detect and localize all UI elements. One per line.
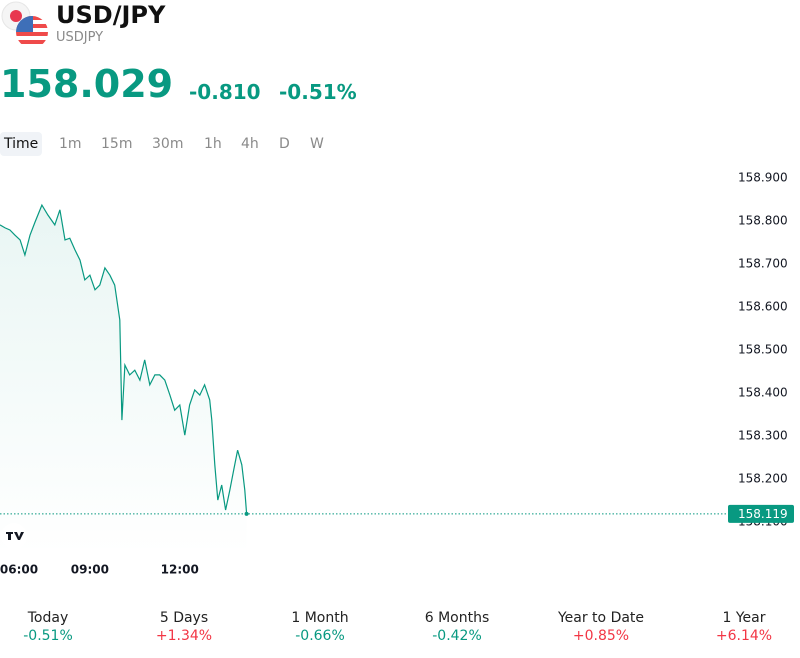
period: Year to Date <box>557 610 645 626</box>
x-tick-label: 12:00 <box>161 563 199 577</box>
performance-item[interactable]: Year to Date +0.85% <box>536 610 666 644</box>
performance-item[interactable]: 6 Months -0.42% <box>392 610 522 644</box>
line <box>0 203 248 514</box>
period-change: +1.34% <box>155 628 213 644</box>
period: 6 Months <box>424 610 490 626</box>
flags <box>1 1 48 48</box>
x-tick-label: 06:00 <box>0 563 38 577</box>
last-value-tag <box>728 504 794 523</box>
y-tick-label: 158.800 <box>738 214 788 228</box>
y-tick-label: 158.500 <box>738 343 788 357</box>
y-tick-label: 158.900 <box>738 171 788 185</box>
period: 1 Month <box>291 610 349 626</box>
change-percent: -0.51% <box>279 80 357 104</box>
tab[interactable]: 1h <box>204 136 222 152</box>
period-change: -0.51% <box>23 628 73 644</box>
last-value-label: 158.119 <box>738 507 788 521</box>
period: 1 Year <box>722 610 766 626</box>
chart: 158.100158.200158.300158.400158.500158.6… <box>0 171 794 577</box>
tab[interactable]: 30m <box>152 136 184 152</box>
performance-item[interactable]: Today -0.51% <box>0 610 113 644</box>
tab[interactable]: 1m <box>59 136 82 152</box>
title: USD/JPY <box>56 1 166 29</box>
change: -0.810 <box>189 80 261 104</box>
y-tick-label: 158.600 <box>738 300 788 314</box>
period: 5 Days <box>159 610 209 626</box>
tab[interactable]: 4h <box>241 136 259 152</box>
period-change: -0.66% <box>295 628 345 644</box>
period-change: -0.42% <box>432 628 482 644</box>
tab[interactable]: D <box>279 136 290 152</box>
performance-item[interactable]: 1 Month -0.66% <box>255 610 385 644</box>
y-tick-label: 158.700 <box>738 257 788 271</box>
performance-item[interactable]: 1 Year +6.14% <box>679 610 800 644</box>
y-tick-label: 158.200 <box>738 472 788 486</box>
period: Today <box>27 610 69 626</box>
tab[interactable]: W <box>310 136 324 152</box>
last-point <box>244 511 249 516</box>
tab[interactable]: Time <box>0 132 43 156</box>
performance-item[interactable]: 5 Days +1.34% <box>119 610 249 644</box>
y-tick-label: 158.400 <box>738 386 788 400</box>
period-change: +6.14% <box>715 628 773 644</box>
tv-logo <box>1 523 27 549</box>
price: 158.029 <box>0 62 174 106</box>
symbol: USDJPY <box>56 30 104 45</box>
period-change: +0.85% <box>572 628 630 644</box>
area <box>0 205 247 557</box>
tab[interactable]: 15m <box>101 136 133 152</box>
x-tick-label: 09:00 <box>71 563 109 577</box>
y-tick-label: 158.300 <box>738 429 788 443</box>
